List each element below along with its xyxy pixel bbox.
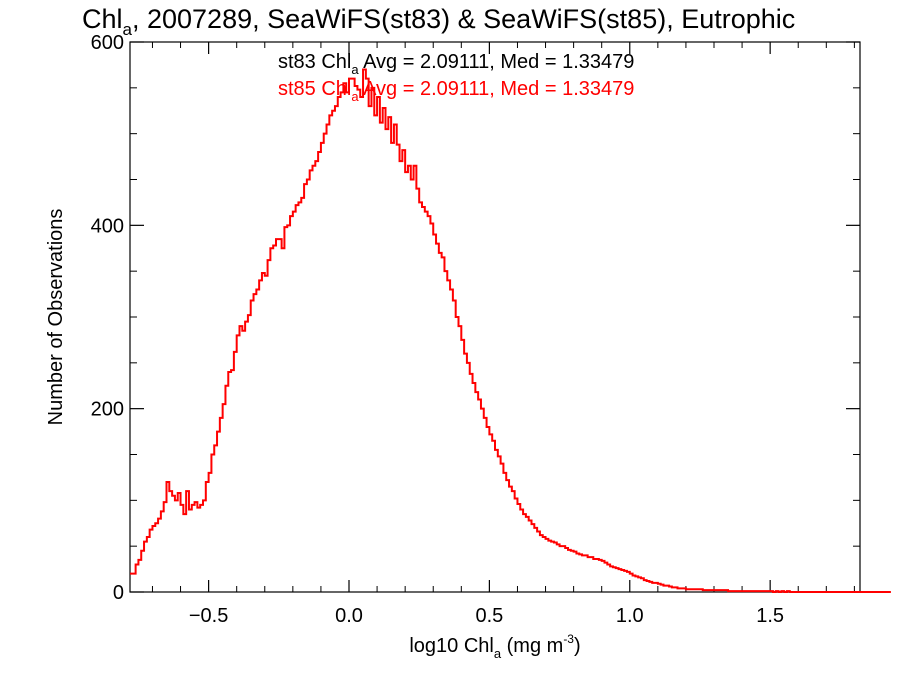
chart-title: Chla, 2007289, SeaWiFS(st83) & SeaWiFS(s… bbox=[82, 4, 795, 39]
x-tick-label: 0.0 bbox=[335, 605, 363, 627]
annotation-st85: st85 Chla Avg = 2.09111, Med = 1.33479 bbox=[278, 78, 634, 104]
x-tick-label: 1.5 bbox=[756, 605, 784, 627]
y-tick-label: 400 bbox=[91, 215, 124, 237]
annotation-st83: st83 Chla Avg = 2.09111, Med = 1.33479 bbox=[278, 51, 634, 77]
y-tick-label: 0 bbox=[113, 582, 124, 604]
y-tick-label: 200 bbox=[91, 399, 124, 421]
y-tick-label: 600 bbox=[91, 32, 124, 54]
histogram-series-st85 bbox=[130, 68, 891, 593]
x-tick-label: −0.5 bbox=[189, 605, 228, 627]
x-axis-label: log10 Chla (mg m-3) bbox=[409, 632, 580, 661]
x-tick-label: 0.5 bbox=[475, 605, 503, 627]
y-axis-label: Number of Observations bbox=[45, 209, 67, 426]
x-tick-label: 1.0 bbox=[616, 605, 644, 627]
